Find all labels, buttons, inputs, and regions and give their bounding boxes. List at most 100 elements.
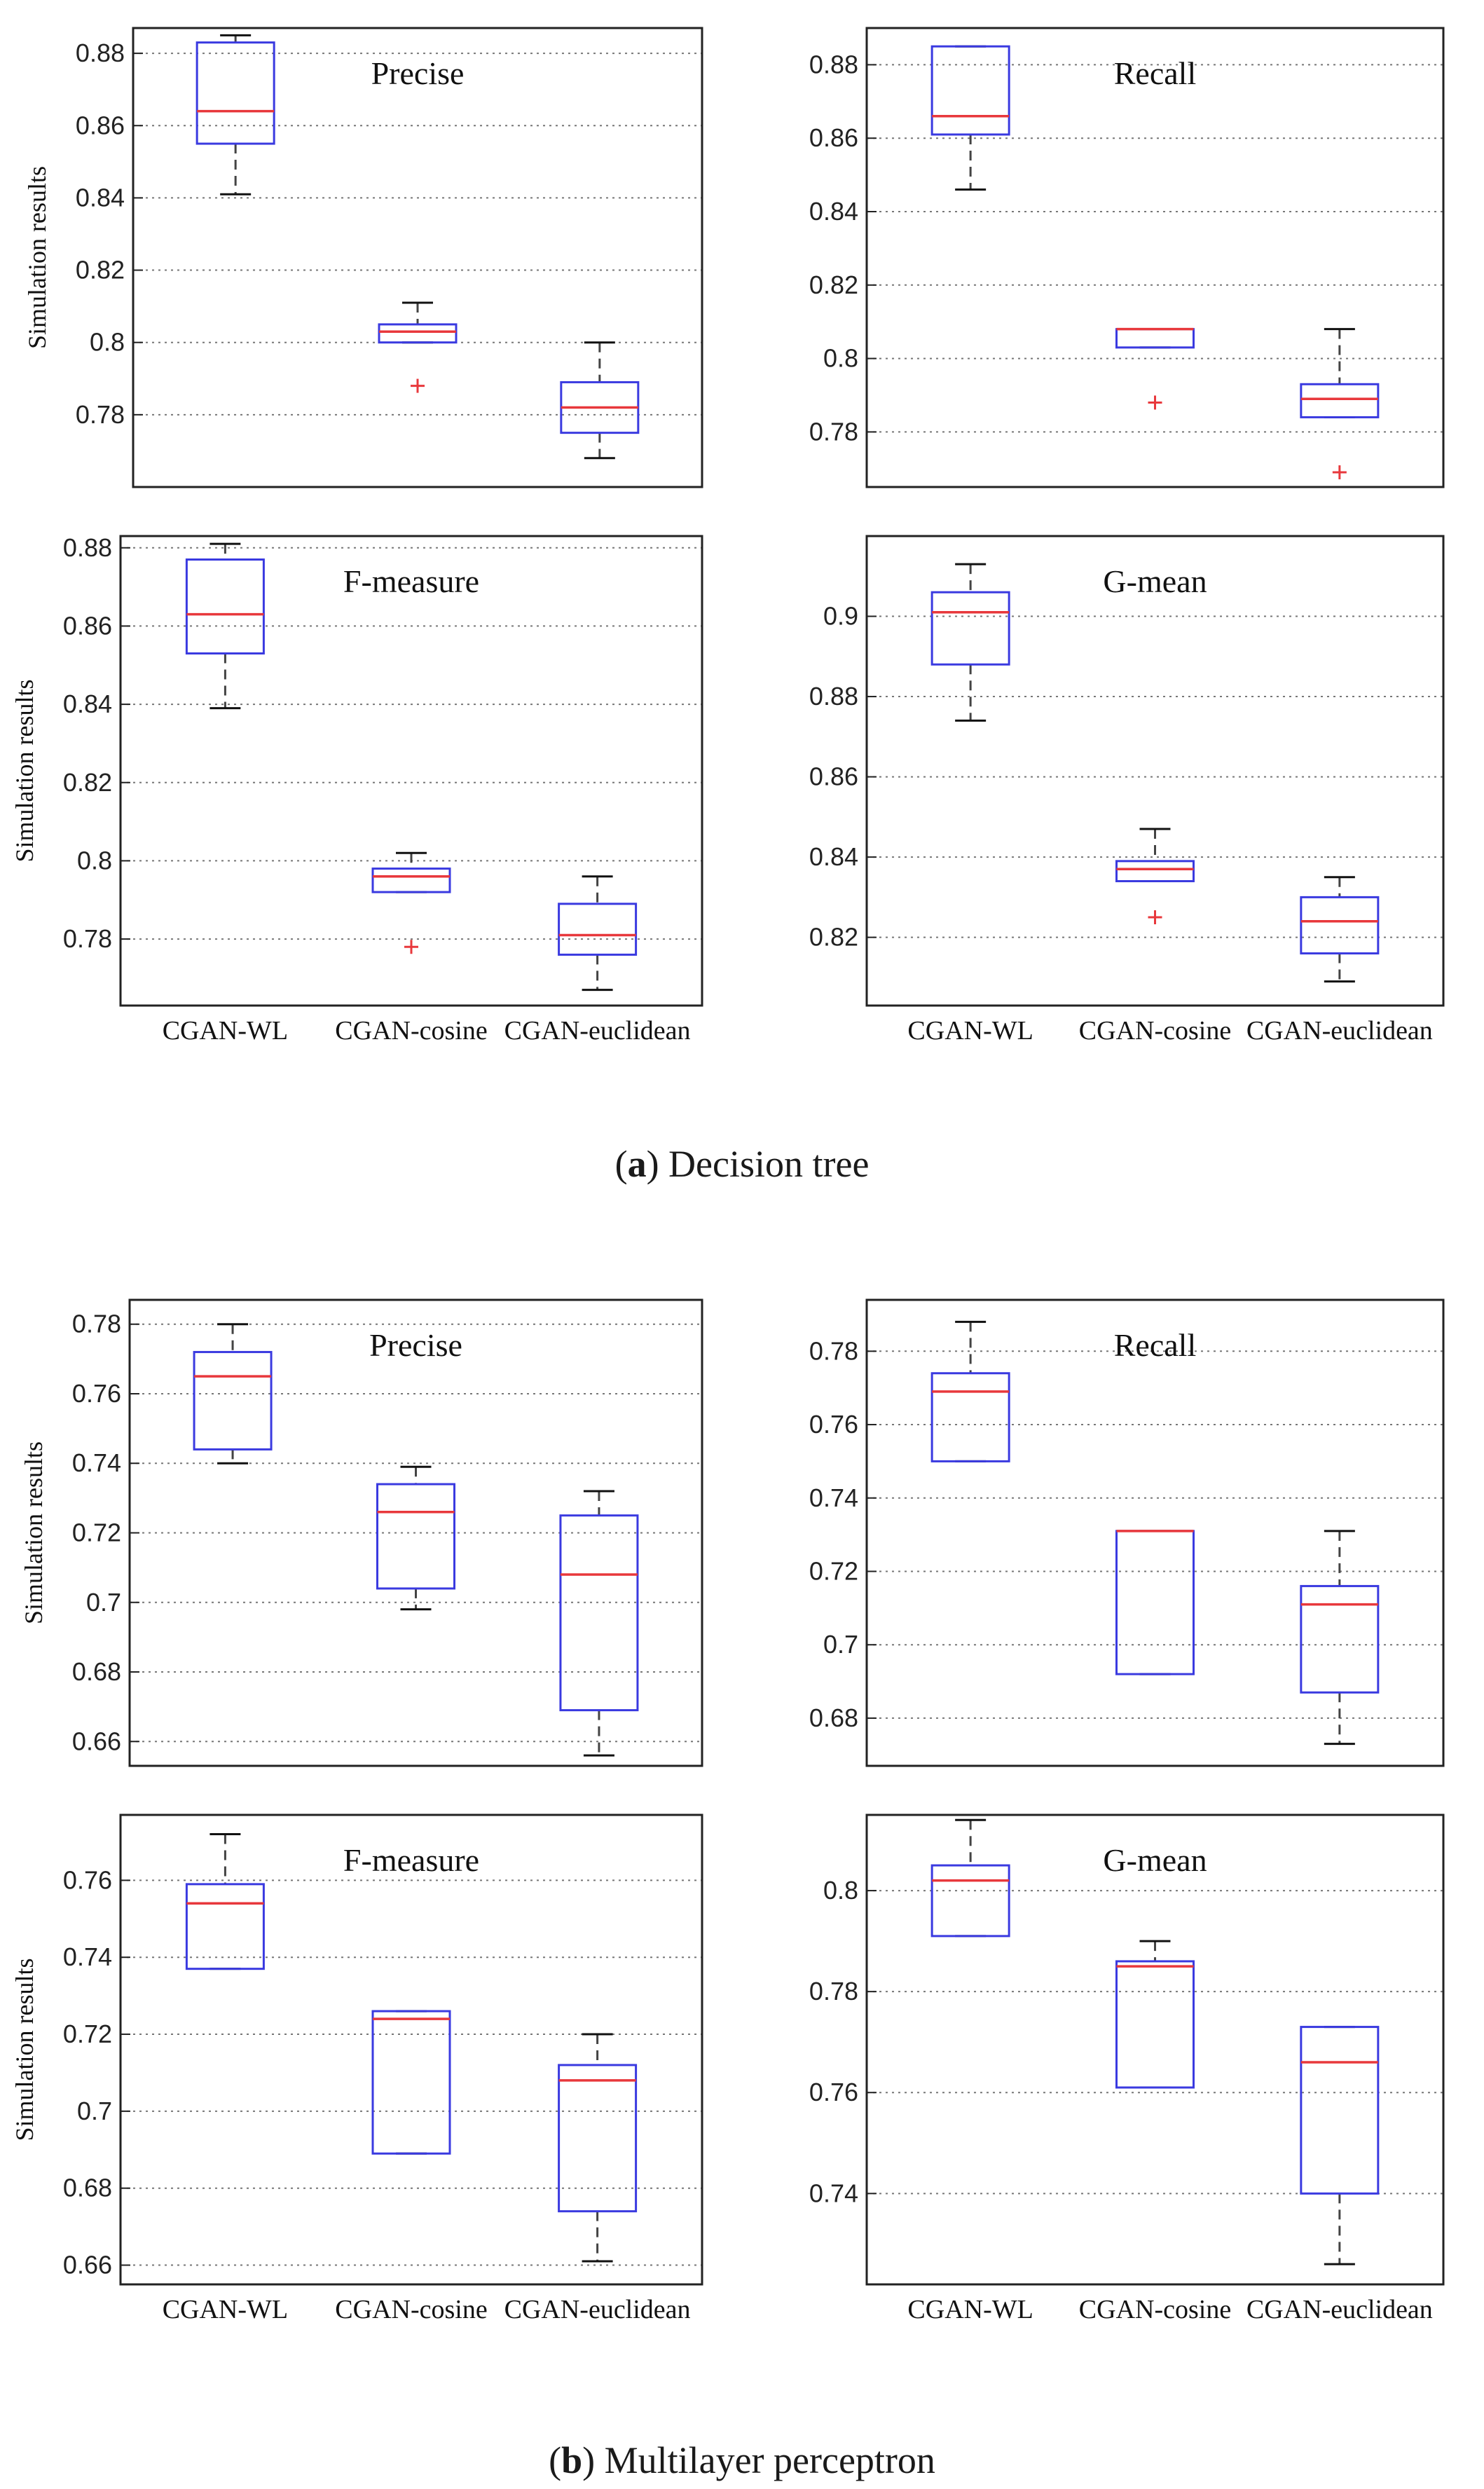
y-tick-label: 0.78 xyxy=(809,1336,858,1365)
y-tick-label: 0.78 xyxy=(63,924,112,953)
iqr-box xyxy=(1300,383,1380,418)
iqr-box xyxy=(185,1883,265,1970)
y-tick-label: 0.78 xyxy=(809,1977,858,2005)
box-cgan-euclidean xyxy=(1300,2026,1380,2265)
x-tick-label: CGAN-euclidean xyxy=(1246,1016,1433,1045)
axes-frame xyxy=(132,27,703,488)
subplot-a-precise: 0.78 0.8 0.82 0.84 0.86 0.88 Precise Simulation… xyxy=(23,27,703,488)
outlier-marker xyxy=(404,940,418,954)
iqr-box xyxy=(1115,860,1195,882)
y-tick-label: 0.7 xyxy=(86,1588,121,1617)
iqr-box xyxy=(1300,1584,1380,1694)
axes-frame xyxy=(128,1298,703,1767)
iqr-box xyxy=(185,558,265,654)
y-tick-label: 0.88 xyxy=(809,682,858,711)
box-cgan-cosine xyxy=(371,2010,451,2155)
y-tick-label: 0.8 xyxy=(77,846,112,875)
subplot-a-recall: 0.78 0.8 0.82 0.84 0.86 0.88 Recall xyxy=(809,27,1445,488)
box-cgan-cosine xyxy=(376,1465,455,1611)
box-cgan-euclidean xyxy=(1300,876,1380,983)
caption-a-letter: a xyxy=(627,1143,647,1185)
y-tick-label: 0.86 xyxy=(809,123,858,152)
y-tick-label: 0.84 xyxy=(63,690,112,718)
y-tick-label: 0.86 xyxy=(63,611,112,640)
box-cgan-euclidean xyxy=(1300,1530,1380,1746)
y-tick-label: 0.86 xyxy=(76,111,125,139)
y-tick-label: 0.7 xyxy=(823,1630,858,1659)
box-cgan-cosine xyxy=(371,851,451,954)
y-tick-label: 0.74 xyxy=(63,1942,112,1971)
x-tick-label: CGAN-WL xyxy=(163,2295,288,2324)
box-cgan-euclidean xyxy=(558,875,638,992)
y-tick-label: 0.82 xyxy=(809,270,858,299)
caption-b-letter: b xyxy=(561,2439,583,2481)
box-cgan-wl xyxy=(185,1832,265,1970)
iqr-box xyxy=(559,1514,639,1712)
subplot-a-f-measure: 0.78 0.8 0.82 0.84 0.86 0.88 F-measure Simulati… xyxy=(11,533,703,1045)
y-tick-label: 0.72 xyxy=(63,2020,112,2048)
caption-a-text: Decision tree xyxy=(668,1143,870,1185)
y-tick-label: 0.68 xyxy=(63,2174,112,2202)
caption-b: (b) Multilayer perceptron xyxy=(549,2439,935,2481)
axes-frame xyxy=(119,535,703,1007)
box-cgan-cosine xyxy=(378,301,458,393)
subplot-b-precise: 0.66 0.68 0.7 0.72 0.74 0.76 0.78 Precise Simula… xyxy=(20,1298,703,1767)
iqr-box xyxy=(371,2010,451,2155)
y-tick-label: 0.84 xyxy=(809,197,858,226)
iqr-box xyxy=(1115,1960,1195,2089)
x-tick-label: CGAN-cosine xyxy=(1079,2295,1231,2324)
iqr-box xyxy=(1300,2026,1380,2195)
subplot-a-g-mean: 0.82 0.84 0.86 0.88 0.9 G-mean CGAN-WL CGAN-cos… xyxy=(809,535,1445,1045)
box-cgan-wl xyxy=(930,1320,1010,1462)
y-tick-label: 0.74 xyxy=(809,1483,858,1512)
y-tick-label: 0.84 xyxy=(809,842,858,871)
y-axis-label: Simulation results xyxy=(11,680,39,863)
y-tick-label: 0.8 xyxy=(90,328,125,357)
box-cgan-wl xyxy=(193,1323,273,1465)
x-tick-label: CGAN-WL xyxy=(163,1016,288,1045)
y-tick-label: 0.88 xyxy=(76,39,125,67)
iqr-box xyxy=(558,903,638,956)
iqr-box xyxy=(930,1864,1010,1938)
plot-area xyxy=(867,28,1443,487)
plot-title: Recall xyxy=(1114,55,1197,91)
y-tick-label: 0.72 xyxy=(72,1518,121,1547)
iqr-box xyxy=(378,323,458,344)
x-tick-label: CGAN-cosine xyxy=(335,2295,487,2324)
y-tick-label: 0.78 xyxy=(76,400,125,429)
y-tick-label: 0.68 xyxy=(72,1657,121,1686)
plot-title: Precise xyxy=(371,55,465,91)
box-cgan-wl xyxy=(185,542,265,710)
box-cgan-euclidean xyxy=(558,2033,638,2263)
y-tick-label: 0.68 xyxy=(809,1703,858,1732)
caption-b-text: Multilayer perceptron xyxy=(604,2439,935,2481)
subplot-b-f-measure: 0.66 0.68 0.7 0.72 0.74 0.76 F-measure Simulati… xyxy=(11,1813,703,2324)
outlier-marker xyxy=(1332,465,1347,480)
y-tick-label: 0.88 xyxy=(809,50,858,78)
x-tick-label: CGAN-euclidean xyxy=(1246,2295,1433,2324)
plot-area xyxy=(121,1815,702,2284)
box-cgan-euclidean xyxy=(559,1490,639,1757)
x-tick-label: CGAN-WL xyxy=(907,2295,1033,2324)
y-tick-label: 0.84 xyxy=(76,183,125,212)
y-tick-label: 0.76 xyxy=(809,2078,858,2106)
subplot-b-g-mean: 0.74 0.76 0.78 0.8 G-mean CGAN-WL CGAN-cosine C… xyxy=(809,1813,1445,2324)
box-cgan-euclidean xyxy=(560,341,640,460)
y-tick-label: 0.76 xyxy=(72,1379,121,1408)
iqr-box xyxy=(930,45,1010,136)
caption-a: (a) Decision tree xyxy=(614,1143,870,1185)
y-tick-label: 0.78 xyxy=(72,1310,121,1338)
y-tick-label: 0.82 xyxy=(809,923,858,952)
axes-frame xyxy=(119,1813,703,2286)
plot-area xyxy=(867,1815,1443,2284)
plot-area xyxy=(867,536,1443,1006)
y-axis-label: Simulation results xyxy=(11,1959,39,2141)
axes-frame xyxy=(865,27,1445,488)
y-axis-label: Simulation results xyxy=(20,1441,48,1624)
outlier-marker xyxy=(1148,395,1162,410)
x-tick-label: CGAN-cosine xyxy=(335,1016,487,1045)
box-cgan-wl xyxy=(930,1818,1010,1938)
y-tick-label: 0.8 xyxy=(823,1876,858,1905)
iqr-box xyxy=(371,868,451,893)
